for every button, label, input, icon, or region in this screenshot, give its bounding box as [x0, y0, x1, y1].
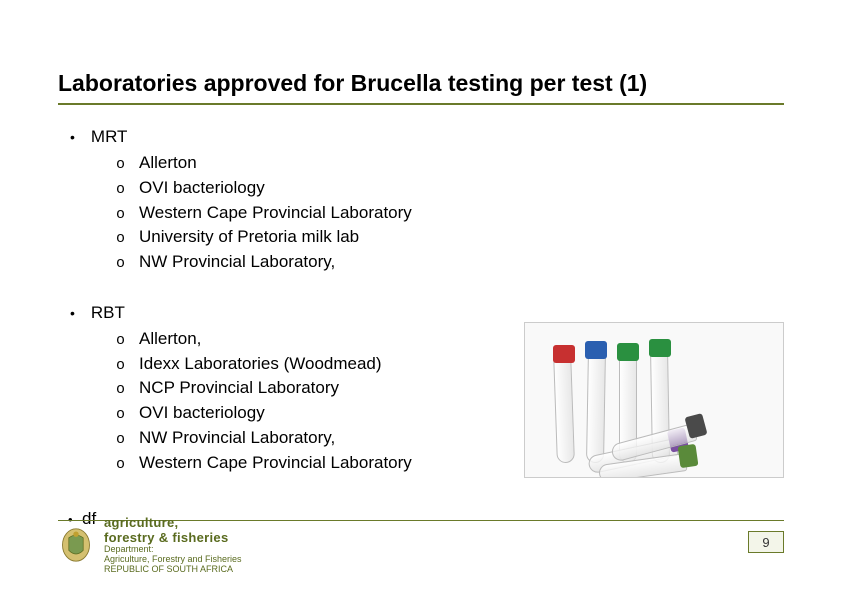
item-text: Western Cape Provincial Laboratory: [139, 451, 412, 476]
list-item: o OVI bacteriology: [116, 176, 784, 201]
item-text: OVI bacteriology: [139, 401, 265, 426]
circle-bullet-icon: o: [116, 330, 125, 352]
circle-bullet-icon: o: [116, 429, 125, 451]
item-text: Allerton: [139, 151, 197, 176]
dept-line1: agriculture,: [104, 515, 242, 530]
section-label: RBT: [91, 303, 125, 323]
dept-line5: REPUBLIC OF SOUTH AFRICA: [104, 565, 242, 575]
circle-bullet-icon: o: [116, 204, 125, 226]
item-text: University of Pretoria milk lab: [139, 225, 359, 250]
circle-bullet-icon: o: [116, 454, 125, 476]
footer-logo-block: agriculture, forestry & fisheries Depart…: [58, 515, 242, 575]
item-text: Allerton,: [139, 327, 201, 352]
page-number: 9: [748, 531, 784, 553]
item-text: NCP Provincial Laboratory: [139, 376, 339, 401]
item-text: NW Provincial Laboratory,: [139, 426, 335, 451]
circle-bullet-icon: o: [116, 154, 125, 176]
list-item: o University of Pretoria milk lab: [116, 225, 784, 250]
circle-bullet-icon: o: [116, 355, 125, 377]
section-mrt: • MRT o Allerton o OVI bacteriology o Weste…: [58, 127, 784, 275]
item-text: OVI bacteriology: [139, 176, 265, 201]
list-item: o Allerton: [116, 151, 784, 176]
item-text: Idexx Laboratories (Woodmead): [139, 352, 382, 377]
sublist: o Allerton o OVI bacteriology o Western Cap…: [116, 151, 784, 275]
dept-text-block: agriculture, forestry & fisheries Depart…: [104, 515, 242, 575]
bullet-icon: •: [70, 305, 75, 321]
item-text: Western Cape Provincial Laboratory: [139, 201, 412, 226]
list-item: o Western Cape Provincial Laboratory: [116, 201, 784, 226]
list-item: o NW Provincial Laboratory,: [116, 250, 784, 275]
circle-bullet-icon: o: [116, 379, 125, 401]
section-header: • MRT: [70, 127, 784, 147]
slide-title: Laboratories approved for Brucella testi…: [58, 70, 784, 105]
coat-of-arms-icon: [58, 525, 94, 565]
dept-line2: forestry & fisheries: [104, 530, 242, 545]
section-label: MRT: [91, 127, 128, 147]
section-header: • RBT: [70, 303, 784, 323]
circle-bullet-icon: o: [116, 179, 125, 201]
circle-bullet-icon: o: [116, 228, 125, 250]
item-text: NW Provincial Laboratory,: [139, 250, 335, 275]
circle-bullet-icon: o: [116, 404, 125, 426]
bullet-icon: •: [70, 129, 75, 145]
circle-bullet-icon: o: [116, 253, 125, 275]
test-tubes-image: [524, 322, 784, 478]
content-area: • MRT o Allerton o OVI bacteriology o Weste…: [58, 127, 784, 475]
